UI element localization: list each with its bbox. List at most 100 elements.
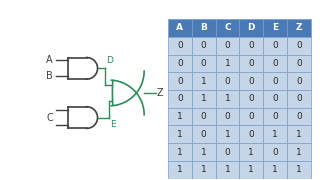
Text: 0: 0 [248,77,254,86]
Bar [287,125,311,143]
Bar [263,19,287,37]
Text: 0: 0 [272,77,278,86]
Bar [263,125,287,143]
Text: Z: Z [296,23,302,32]
Text: 0: 0 [225,77,230,86]
Text: 1: 1 [272,165,278,174]
Text: 1: 1 [201,77,206,86]
Bar [215,19,239,37]
Text: 1: 1 [177,148,183,157]
Bar [192,161,215,179]
Bar [287,161,311,179]
Text: 0: 0 [177,94,183,103]
Bar [168,90,192,108]
Text: 0: 0 [225,112,230,121]
Text: 0: 0 [296,77,302,86]
Bar [239,108,263,125]
Text: 0: 0 [177,77,183,86]
Text: 1: 1 [225,130,230,139]
Bar [215,161,239,179]
Bar [287,143,311,161]
Text: 1: 1 [225,165,230,174]
Bar [168,161,192,179]
Bar [263,37,287,55]
Bar [192,55,215,72]
Text: 1: 1 [296,130,302,139]
Text: D: D [107,56,113,65]
Bar [287,37,311,55]
Bar [192,19,215,37]
Text: C: C [46,112,53,123]
Bar [192,125,215,143]
Text: 1: 1 [201,94,206,103]
Bar [215,72,239,90]
Bar [215,37,239,55]
Bar [215,108,239,125]
Bar [168,125,192,143]
Bar [168,72,192,90]
Text: 1: 1 [177,112,183,121]
Text: 0: 0 [248,94,254,103]
Text: 0: 0 [177,41,183,50]
Bar [287,55,311,72]
Text: 0: 0 [296,94,302,103]
Text: 0: 0 [272,94,278,103]
Text: D: D [247,23,255,32]
Text: A: A [46,55,53,66]
Text: 0: 0 [272,59,278,68]
Bar [239,37,263,55]
Text: 1: 1 [296,148,302,157]
Text: 0: 0 [177,59,183,68]
Text: 0: 0 [201,59,206,68]
Text: 0: 0 [296,41,302,50]
Text: 0: 0 [248,59,254,68]
Text: 1: 1 [248,148,254,157]
Text: 1: 1 [296,165,302,174]
Text: E: E [110,120,116,129]
Text: 1: 1 [177,130,183,139]
Bar [215,143,239,161]
Bar [287,72,311,90]
Bar [192,143,215,161]
Bar [168,55,192,72]
Text: 0: 0 [201,112,206,121]
Text: 0: 0 [225,41,230,50]
Bar [287,19,311,37]
Bar [215,90,239,108]
Bar [287,90,311,108]
Bar [192,72,215,90]
Bar [263,161,287,179]
Bar [239,19,263,37]
Bar [263,143,287,161]
Text: E: E [272,23,278,32]
Text: 0: 0 [248,41,254,50]
Bar [168,143,192,161]
Bar [239,143,263,161]
Bar [239,90,263,108]
Text: 0: 0 [225,148,230,157]
Text: 1: 1 [225,94,230,103]
Text: 0: 0 [248,130,254,139]
Text: 1: 1 [201,165,206,174]
Bar [263,72,287,90]
Text: 1: 1 [225,59,230,68]
Bar [192,108,215,125]
Text: Z: Z [157,88,164,98]
Bar [192,90,215,108]
Bar [239,125,263,143]
Text: 0: 0 [248,112,254,121]
Text: 1: 1 [248,165,254,174]
Bar [239,161,263,179]
Bar [192,37,215,55]
Text: 1: 1 [272,130,278,139]
Text: 0: 0 [201,130,206,139]
Text: 0: 0 [272,148,278,157]
Text: 0: 0 [296,59,302,68]
Text: 0: 0 [272,41,278,50]
Bar [239,55,263,72]
Bar [263,55,287,72]
Bar [239,72,263,90]
Text: 1: 1 [201,148,206,157]
Bar [215,125,239,143]
Bar [215,55,239,72]
